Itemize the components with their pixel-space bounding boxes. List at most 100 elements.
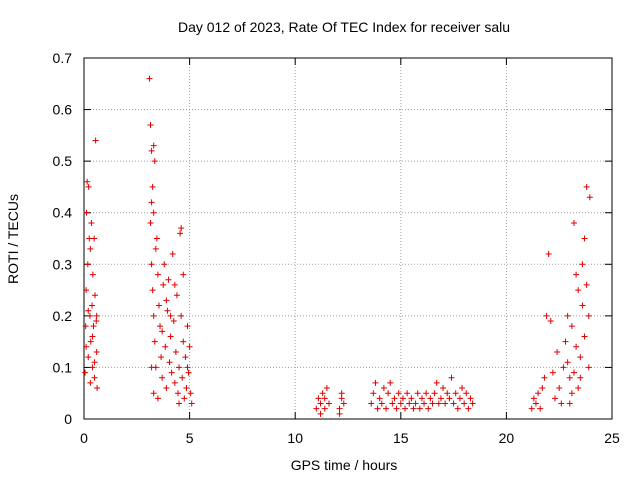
data-point [84,261,91,268]
data-point [176,400,183,407]
data-point [537,405,544,412]
data-point [325,400,332,407]
data-point [336,405,343,412]
data-point [163,385,170,392]
data-point [446,395,453,402]
data-point [91,374,98,381]
data-point [87,245,94,252]
data-point [321,405,328,412]
data-point [579,302,586,309]
data-point [170,318,177,325]
data-point [91,292,98,299]
data-point [463,390,470,397]
data-point [187,390,194,397]
data-point [560,364,567,371]
data-point [423,390,430,397]
data-point [154,395,161,402]
data-point [86,312,93,319]
data-point [317,410,324,417]
data-point [429,400,436,407]
data-point [577,374,584,381]
data-point [85,307,92,314]
data-point [176,364,183,371]
data-point [178,312,185,319]
data-point [564,359,571,366]
data-point [338,395,345,402]
data-point [393,405,400,412]
data-point [163,297,170,304]
data-point [167,333,174,340]
data-point [162,343,169,350]
data-point [577,354,584,361]
data-point [148,364,155,371]
data-point [180,338,187,345]
data-point [180,271,187,278]
data-point [467,395,474,402]
data-point [159,374,166,381]
data-point [402,405,409,412]
data-point [549,369,556,376]
data-point [90,323,97,330]
data-point [431,390,438,397]
data-point [88,220,95,227]
data-point [173,292,180,299]
data-point [573,271,580,278]
data-point [323,385,330,392]
data-point [148,199,155,206]
data-point [581,333,588,340]
data-point [319,390,326,397]
data-point [372,379,379,386]
x-tick-label: 20 [499,430,515,446]
x-tick-label: 15 [393,430,409,446]
data-point [558,400,565,407]
data-point [399,395,406,402]
data-point [177,230,184,237]
data-point [321,395,328,402]
data-point [579,261,586,268]
data-point [397,400,404,407]
data-point [167,312,174,319]
data-point [556,385,563,392]
data-point [82,323,89,330]
grid-lines [84,58,612,419]
data-point [91,359,98,366]
data-point [336,410,343,417]
data-point [158,354,165,361]
data-point [313,405,320,412]
data-points [82,75,593,417]
data-point [383,405,390,412]
y-tick-label: 0.2 [53,308,73,324]
data-point [159,328,166,335]
data-point [168,369,175,376]
x-tick-label: 25 [604,430,620,446]
data-point [87,338,94,345]
data-point [89,364,96,371]
data-point [89,333,96,340]
data-point [148,261,155,268]
data-point [442,400,449,407]
data-point [91,235,98,242]
data-point [543,312,550,319]
data-point [406,400,413,407]
plot-frame [83,57,613,420]
data-point [315,395,322,402]
data-point [452,390,459,397]
data-point [585,312,592,319]
data-point [374,405,381,412]
data-point [450,400,457,407]
data-point [183,385,190,392]
data-point [539,385,546,392]
data-point [554,348,561,355]
data-point [532,400,539,407]
data-point [181,395,188,402]
data-point [530,395,537,402]
data-point [185,369,192,376]
data-point [566,374,573,381]
data-point [153,235,160,242]
chart-title: Day 012 of 2023, Rate Of TEC Index for r… [178,19,510,35]
data-point [573,343,580,350]
data-point [387,379,394,386]
data-point [85,183,92,190]
data-point [368,400,375,407]
data-point [147,122,154,129]
